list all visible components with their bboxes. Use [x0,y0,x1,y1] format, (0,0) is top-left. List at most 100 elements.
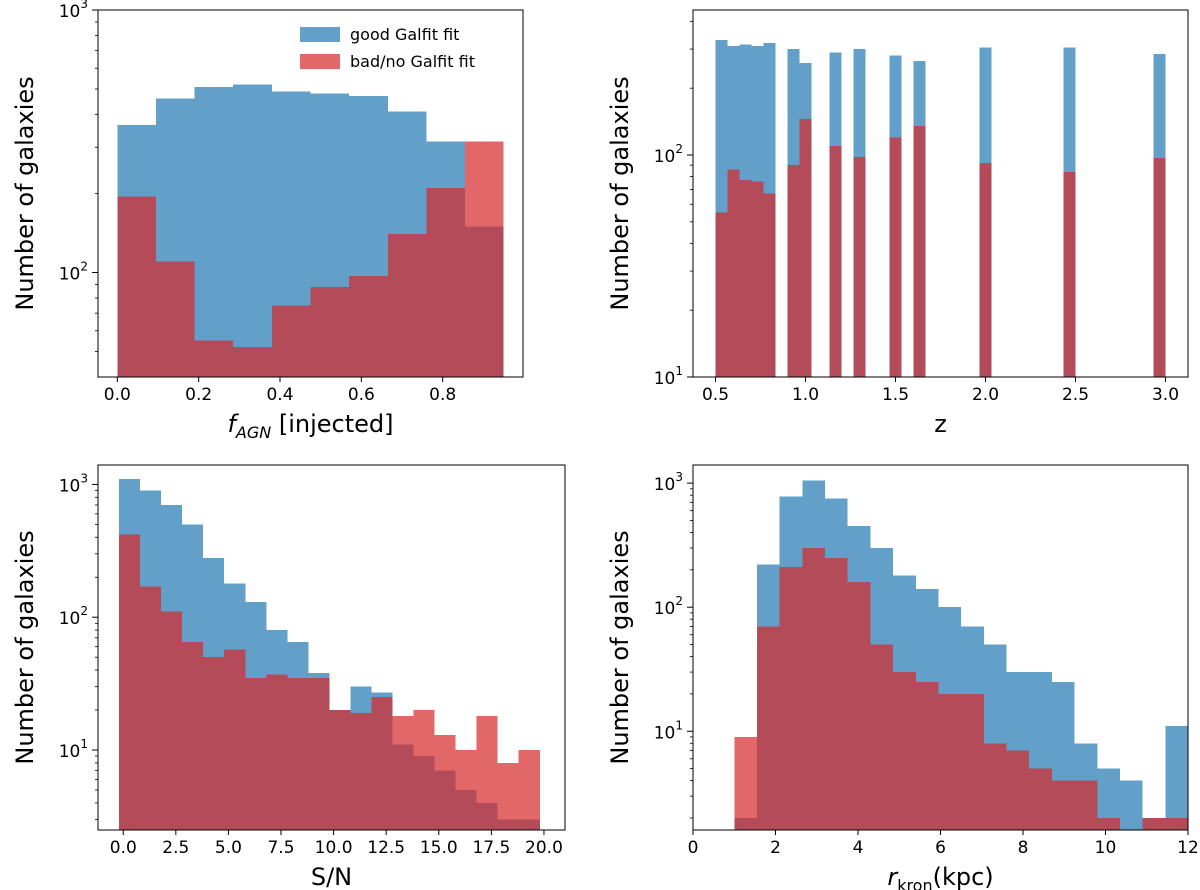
bad-fit-bar-18 [497,762,519,830]
bad-fit-bar-14 [1153,157,1166,377]
panel-snr-histogram: 0.0 2.5 5.0 7.5 10.0 12.5 15.0 17.5 20.0 101 102 10… [11,464,566,890]
bad-fit-bar-5 [224,649,246,830]
x-tick-label: 12.5 [367,838,405,858]
y-tick-label: 101 [59,737,88,762]
bad-fit-bar-0 [117,196,156,377]
axes-frame [97,464,566,831]
good-fit-bar-19 [1165,726,1188,830]
x-tick-label: 10 [1095,838,1117,858]
bad-fit-bar-15 [434,734,456,830]
panel-rkron-histogram: 0 2 4 6 8 10 12 101 102 103 Number of galaxies rkro… [606,464,1199,890]
legend: good Galfit fit bad/no Galfit fit [300,25,475,71]
x-tick-label: 0 [688,838,699,858]
bad-fit-bar-2 [194,340,234,377]
panel-redshift-histogram: 0.5 1.0 1.5 2.0 2.5 3.0 101 102 Number of galaxi… [606,9,1189,438]
bad-fit-bar-12 [371,697,393,830]
bad-fit-bar-3 [802,548,825,830]
x-tick-label: 5.0 [215,838,242,858]
x-tick-label: 2 [770,838,781,858]
bad-fit-bar-17 [476,716,498,830]
axes-frame [692,9,1189,378]
bad-fit-bar-16 [455,750,477,830]
bars-group [117,84,504,377]
y-tick-label: 103 [59,471,88,496]
bad-fit-bar-6 [799,119,812,377]
x-tick-label: 6 [935,838,946,858]
y-tick-label: 103 [654,470,683,495]
good-fit-bar-3 [233,84,272,377]
x-axis-label: z [934,410,947,438]
bad-fit-bar-10 [329,710,351,830]
bad-fit-bar-10 [889,137,902,377]
x-tick-label: 20.0 [525,838,563,858]
x-tick-label: 0.0 [110,838,137,858]
legend-bad-fit-swatch [300,54,340,69]
x-tick-label: 2.5 [1062,385,1089,405]
bad-fit-bar-5 [787,165,800,377]
bad-fit-bar-2 [739,180,752,377]
bars-group [715,39,1166,377]
x-axis-label: S/N [311,863,352,890]
bad-fit-bar-16 [1097,817,1120,830]
bad-fit-bar-5 [310,287,350,377]
x-axis-label: rkron(kpc) [887,863,993,890]
bad-fit-bar-1 [727,169,740,377]
x-tick-label: 8 [1018,838,1029,858]
bars-group [119,478,540,830]
y-axis-label: Number of galaxies [606,76,634,310]
bad-fit-bar-9 [308,677,330,830]
x-tick-label: 0.0 [104,385,131,405]
x-tick-label: 17.5 [472,838,510,858]
y-tick-label: 102 [654,594,683,619]
bad-fit-bar-0 [734,736,757,830]
x-tick-label: 7.5 [267,838,294,858]
bad-fit-bar-13 [392,716,414,830]
legend-good-fit-swatch [300,27,340,42]
bad-fit-bar-8 [915,681,939,830]
x-tick-label: 10.0 [315,838,353,858]
bad-fit-bar-12 [979,163,992,377]
bad-fit-bar-7 [387,234,427,377]
bad-fit-bar-2 [161,611,183,830]
bad-fit-bar-6 [349,276,388,377]
panel-fagn-histogram: 0.0 0.2 0.4 0.6 0.8 102 103 Number of galaxies f… [11,0,524,442]
good-fit-bar-16 [1097,768,1120,830]
y-tick-label: 102 [654,142,683,167]
y-tick-label: 102 [59,604,88,629]
bad-fit-bar-13 [1029,768,1052,830]
bad-fit-bar-7 [893,672,916,830]
y-tick-label: 101 [654,364,683,389]
bad-fit-bar-19 [518,750,540,830]
bad-fit-bar-3 [751,181,764,377]
x-tick-label: 0.4 [266,385,293,405]
bad-fit-bar-9 [465,141,504,377]
y-tick-label: 102 [59,260,88,285]
bad-fit-bar-14 [1051,780,1075,830]
x-axis-label: fAGN [injected] [227,410,393,442]
bad-fit-bar-14 [413,710,435,830]
bad-fit-bar-8 [829,145,842,377]
bad-fit-bar-11 [350,713,372,830]
bad-fit-bar-18 [1142,817,1166,830]
bad-fit-bar-19 [1165,817,1188,830]
bad-fit-bar-4 [763,193,776,377]
bad-fit-bar-6 [870,644,894,830]
x-tick-label: 0.6 [348,385,375,405]
bad-fit-bar-0 [715,212,728,377]
bad-fit-bar-5 [847,581,871,830]
bad-fit-bar-3 [233,347,272,377]
legend-bad-fit-label: bad/no Galfit fit [350,52,475,71]
y-axis-label: Number of galaxies [606,530,634,764]
good-fit-bar-17 [1119,780,1143,830]
bad-fit-bar-6 [245,677,267,830]
bad-fit-bar-1 [756,626,780,830]
y-axis-label: Number of galaxies [11,76,39,310]
y-tick-label: 103 [59,0,88,22]
x-tick-label: 15.0 [420,838,458,858]
bad-fit-bar-4 [271,305,311,377]
legend-good-fit-label: good Galfit fit [350,25,459,44]
x-tick-label: 0.5 [702,385,729,405]
bad-fit-bar-9 [853,156,866,377]
bad-fit-bar-1 [155,261,195,377]
